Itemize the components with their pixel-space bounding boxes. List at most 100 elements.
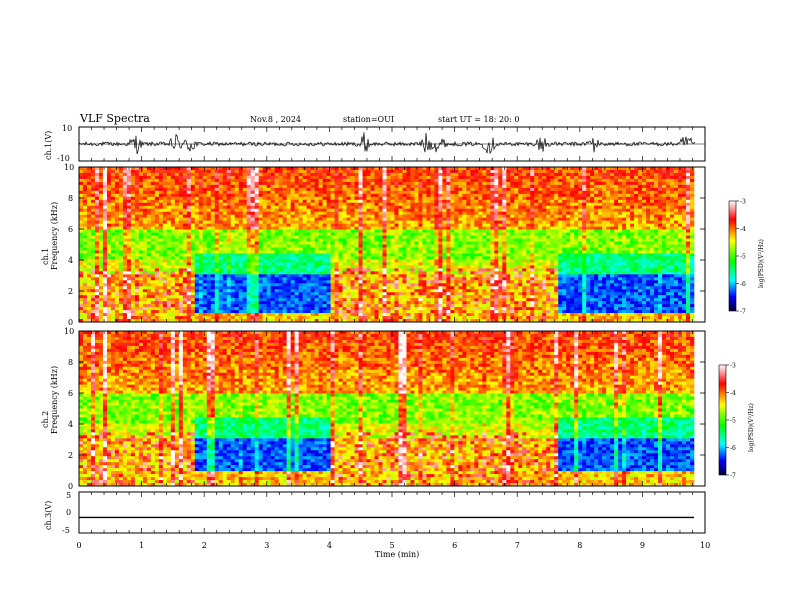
- spectrogram-cell: [218, 202, 224, 207]
- spectrogram-cell: [79, 316, 84, 320]
- spectrogram-cell: [170, 241, 176, 245]
- spectrogram-cell: [202, 232, 208, 236]
- spectrogram-cell: [102, 319, 108, 323]
- spectrogram-cell: [202, 274, 208, 278]
- spectrogram-cell: [346, 169, 351, 174]
- spectrogram-cell: [162, 196, 168, 201]
- spectrogram-cell: [306, 292, 311, 296]
- spectrogram-cell: [446, 184, 451, 189]
- spectrogram-cell: [298, 187, 303, 192]
- spectrogram-cell: [290, 202, 295, 207]
- spectrogram-cell: [446, 265, 451, 269]
- spectrogram-cell: [338, 241, 343, 245]
- spectrogram-cell: [338, 307, 343, 311]
- spectrogram-cell: [86, 301, 92, 305]
- spectrogram-cell: [234, 175, 240, 180]
- spectrogram-cell: [182, 304, 188, 308]
- spectrogram-cell: [254, 286, 259, 290]
- spectrogram-cell: [382, 298, 387, 302]
- spectrogram-cell: [254, 205, 259, 210]
- spectrogram-cell: [342, 211, 347, 215]
- spectrogram-cell: [438, 229, 443, 233]
- spectrogram-cell: [106, 265, 112, 269]
- spectrogram-cell: [178, 304, 184, 308]
- spectrogram-cell: [246, 289, 252, 293]
- spectrogram-cell: [430, 319, 435, 323]
- spectrogram-cell: [458, 169, 463, 174]
- spectrogram-cell: [382, 256, 387, 260]
- spectrogram-cell: [98, 295, 104, 299]
- spectrogram-cell: [79, 292, 84, 296]
- spectrogram-cell: [134, 202, 140, 207]
- spectrogram-cell: [90, 205, 96, 210]
- spectrogram-cell: [342, 316, 347, 320]
- spectrogram-cell: [210, 313, 216, 317]
- spectrogram-cell: [202, 301, 208, 305]
- spectrogram-cell: [270, 268, 275, 272]
- spectrogram-cell: [334, 301, 339, 305]
- spectrogram-cell: [350, 184, 355, 189]
- spectrogram-cell: [370, 277, 375, 281]
- spectrogram-cell: [442, 178, 447, 183]
- spectrogram-cell: [418, 304, 423, 308]
- spectrogram-cell: [450, 211, 455, 215]
- spectrogram-cell: [310, 232, 315, 236]
- spectrogram-cell: [374, 178, 379, 183]
- spectrogram-cell: [190, 310, 196, 314]
- spectrogram-cell: [102, 295, 108, 299]
- spectrogram-cell: [158, 259, 164, 263]
- spectrogram-cell: [446, 307, 451, 311]
- spectrogram-cell: [266, 256, 271, 260]
- spectrogram-cell: [98, 202, 104, 207]
- spectrogram-cell: [442, 217, 447, 221]
- spectrogram-cell: [250, 202, 256, 207]
- spectrogram-cell: [426, 241, 431, 245]
- spectrogram-cell: [238, 187, 244, 192]
- spectrogram-cell: [290, 274, 295, 278]
- spectrogram-cell: [326, 268, 331, 272]
- spectrogram-cell: [86, 178, 92, 183]
- spectrogram-cell: [374, 298, 379, 302]
- spectrogram-cell: [146, 232, 152, 236]
- spectrogram-cell: [386, 316, 391, 320]
- spectrogram-cell: [150, 295, 156, 299]
- spectrogram-cell: [378, 229, 383, 233]
- spectrogram-cell: [218, 256, 224, 260]
- spectrogram-cell: [102, 280, 108, 284]
- spectrogram-cell: [242, 310, 248, 314]
- spectrogram-cell: [238, 205, 244, 210]
- spectrogram-cell: [326, 271, 331, 275]
- spectrogram-cell: [178, 220, 184, 224]
- spectrogram-cell: [274, 283, 279, 287]
- spectrogram-cell: [186, 265, 192, 269]
- spectrogram-cell: [298, 199, 303, 204]
- spectrogram-cell: [434, 167, 439, 171]
- spectrogram-cell: [118, 178, 124, 183]
- spectrogram-cell: [370, 181, 375, 186]
- spectrogram-cell: [310, 286, 315, 290]
- spectrogram-cell: [302, 178, 307, 183]
- spectrogram-cell: [122, 205, 128, 210]
- spectrogram-cell: [358, 220, 363, 224]
- spectrogram-cell: [306, 226, 311, 230]
- spectrogram-cell: [202, 208, 208, 213]
- spectrogram-cell: [362, 214, 367, 218]
- spectrogram-cell: [230, 319, 236, 323]
- spectrogram-cell: [150, 283, 156, 287]
- spectrogram-cell: [422, 175, 427, 180]
- spectrogram-cell: [178, 205, 184, 210]
- spectrogram-cell: [338, 205, 343, 210]
- spectrogram-cell: [362, 268, 367, 272]
- spectrogram-cell: [290, 172, 295, 177]
- spectrogram-cell: [174, 313, 180, 317]
- spectrogram-cell: [202, 265, 208, 269]
- spectrogram-cell: [370, 301, 375, 305]
- spectrogram-cell: [206, 253, 212, 257]
- spectrogram-cell: [106, 271, 112, 275]
- spectrogram-cell: [374, 184, 379, 189]
- spectrogram-cell: [350, 202, 355, 207]
- spectrogram-cell: [98, 289, 104, 293]
- spectrogram-cell: [198, 316, 204, 320]
- spectrogram-cell: [174, 277, 180, 281]
- spectrogram-cell: [194, 256, 200, 260]
